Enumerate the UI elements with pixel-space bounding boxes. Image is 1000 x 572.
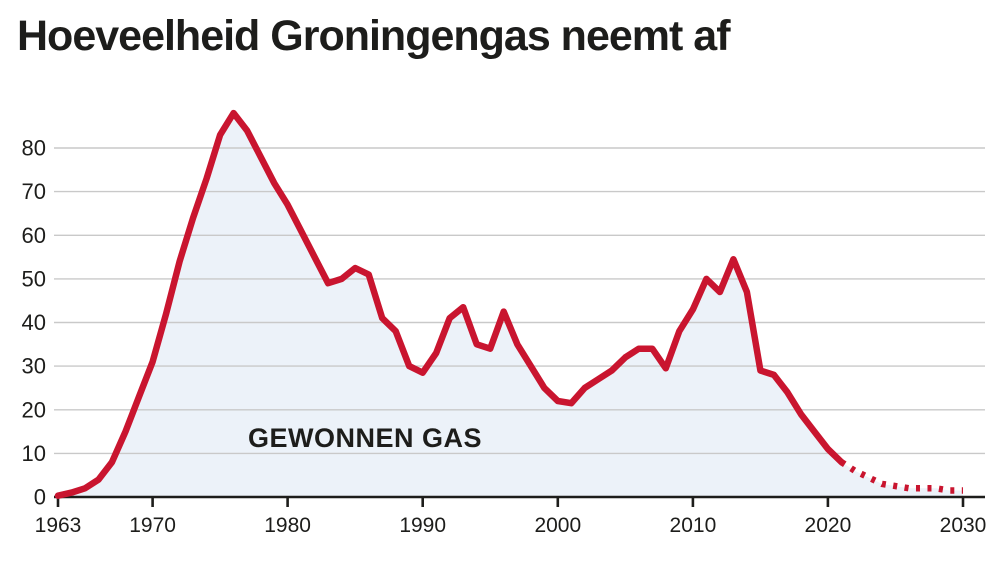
production-line-historical — [54, 109, 845, 499]
series-annotation: GEWONNEN GAS — [248, 423, 482, 453]
y-tick-label: 70 — [22, 179, 46, 204]
production-line-forecast — [839, 459, 963, 494]
x-tick-label: 2020 — [805, 514, 852, 537]
grid-lines — [54, 147, 985, 455]
x-tick-label: 2010 — [670, 514, 717, 537]
x-axis-labels: 1963 1970 1980 1990 2000 2010 2020 2030 — [35, 514, 987, 537]
x-tick-label: 1970 — [129, 514, 176, 537]
y-tick-label: 0 — [34, 485, 46, 510]
area-fill — [58, 113, 963, 497]
y-axis-labels: 0 10 20 30 40 50 60 70 80 — [22, 136, 46, 510]
y-tick-label: 80 — [22, 136, 46, 161]
x-tick-label: 1990 — [399, 514, 446, 537]
x-tick-label: 2030 — [940, 514, 987, 537]
y-tick-label: 60 — [22, 223, 46, 248]
y-tick-label: 50 — [22, 266, 46, 291]
x-tick-label: 1963 — [35, 514, 82, 537]
chart-title: Hoeveelheid Groningengas neemt af — [17, 12, 731, 60]
y-tick-label: 20 — [22, 397, 46, 422]
x-tick-label: 2000 — [534, 514, 581, 537]
x-axis — [54, 495, 985, 507]
y-tick-label: 10 — [22, 441, 46, 466]
y-tick-label: 40 — [22, 310, 46, 335]
y-tick-label: 30 — [22, 354, 46, 379]
x-tick-label: 1980 — [264, 514, 311, 537]
